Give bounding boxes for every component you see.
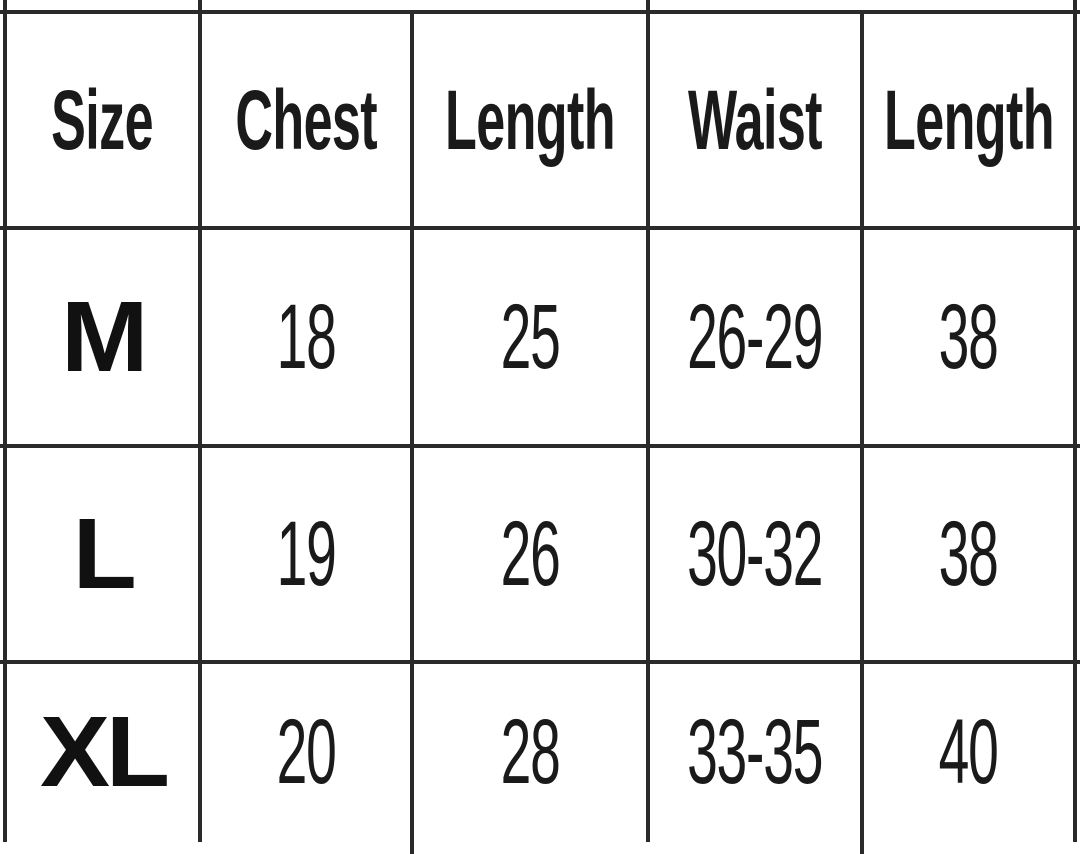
size-label-cell-text: XL [39, 695, 170, 808]
table-cell-text: 18 [276, 285, 336, 388]
grid-line-horizontal [0, 444, 1080, 448]
header-cell: Length [412, 12, 648, 228]
grid-line-vertical [1073, 0, 1077, 842]
header-cell: Size [5, 12, 200, 228]
table-cell: 33-35 [648, 662, 862, 842]
size-label-cell: M [5, 228, 200, 446]
table-cell: 26-29 [648, 228, 862, 446]
header-cell: Waist [648, 12, 862, 228]
table-cell-text: 20 [276, 700, 336, 803]
table-cell: 26 [412, 446, 648, 662]
table-cell-text: 28 [500, 700, 560, 803]
header-cell-text: Length [445, 72, 615, 167]
table-cell: 38 [862, 446, 1075, 662]
grid-line-vertical [410, 12, 414, 854]
grid-line-vertical [860, 12, 864, 854]
table-cell: 18 [200, 228, 412, 446]
table-cell: 28 [412, 662, 648, 842]
grid-line-horizontal [0, 660, 1080, 664]
header-cell-text: Size [51, 72, 154, 167]
size-label-cell-text: L [72, 497, 137, 610]
size-label-cell: XL [5, 662, 200, 842]
table-cell-text: 19 [276, 502, 336, 605]
grid-line-vertical [198, 0, 202, 842]
grid-line-vertical [3, 0, 7, 842]
header-cell-text: Chest [235, 72, 377, 167]
grid-line-horizontal [0, 226, 1080, 230]
table-cell-text: 30-32 [687, 502, 823, 605]
table-cell: 38 [862, 228, 1075, 446]
table-cell-text: 26 [500, 502, 560, 605]
size-label-cell-text: M [60, 280, 148, 393]
size-label-cell: L [5, 446, 200, 662]
table-cell-text: 38 [938, 285, 999, 388]
header-cell-text: Waist [688, 72, 822, 167]
table-cell-text: 33-35 [687, 700, 823, 803]
header-cell-text: Length [883, 72, 1054, 167]
table-cell-text: 26-29 [687, 285, 823, 388]
table-cell: 25 [412, 228, 648, 446]
table-cell-text: 40 [938, 700, 999, 803]
header-cell: Length [862, 12, 1075, 228]
grid-line-vertical [646, 0, 650, 842]
table-cell-text: 25 [500, 285, 560, 388]
table-cell-text: 38 [938, 502, 999, 605]
header-cell: Chest [200, 12, 412, 228]
table-cell: 20 [200, 662, 412, 842]
grid-line-horizontal [0, 10, 1080, 14]
table-cell: 30-32 [648, 446, 862, 662]
table-cell: 19 [200, 446, 412, 662]
table-cell: 40 [862, 662, 1075, 842]
